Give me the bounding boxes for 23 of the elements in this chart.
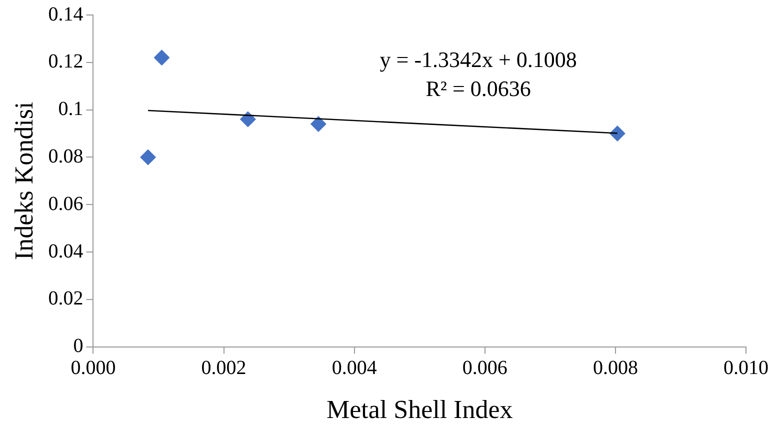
y-tick-label: 0.02 xyxy=(48,288,84,310)
point xyxy=(140,149,156,166)
y-tick-label: 0.08 xyxy=(48,145,84,168)
y-tick-label: 0.12 xyxy=(48,50,84,73)
point xyxy=(154,50,170,66)
x-tick-label: 0.010 xyxy=(724,357,768,380)
y-tick-label: 0 xyxy=(73,335,84,358)
y-tick-label: 0.04 xyxy=(48,240,84,262)
y-tick-label: 0.06 xyxy=(48,192,84,215)
x-tick-label: 0.006 xyxy=(462,357,508,380)
x-tick-label: 0.008 xyxy=(592,357,638,380)
annotation: y = -1.3342x + 0.1008 xyxy=(380,46,577,72)
y-axis-title: Indeks Kondisi xyxy=(9,102,38,260)
point xyxy=(609,126,626,142)
annotation: R² = 0.0636 xyxy=(426,76,531,101)
point xyxy=(240,111,256,128)
point xyxy=(310,116,326,132)
y-tick-label: 0.14 xyxy=(48,3,84,26)
x-tick-label: 0.002 xyxy=(201,357,246,380)
x-tick-label: 0.000 xyxy=(70,357,116,380)
x-axis-title: Metal Shell Index xyxy=(326,395,513,424)
x-tick-label: 0.004 xyxy=(332,357,377,380)
y-tick-label: 0.1 xyxy=(58,98,84,120)
